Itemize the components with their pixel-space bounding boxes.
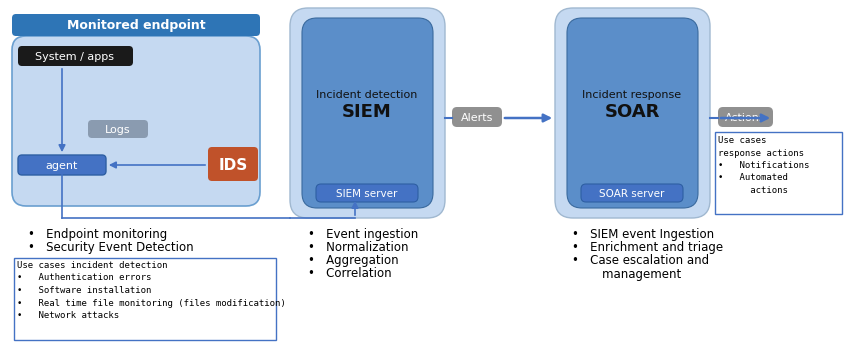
Text: Incident response: Incident response — [582, 90, 682, 100]
FancyBboxPatch shape — [581, 184, 683, 202]
Text: •   Enrichment and triage: • Enrichment and triage — [572, 241, 723, 254]
FancyBboxPatch shape — [452, 107, 502, 127]
FancyBboxPatch shape — [718, 107, 773, 127]
Text: •   Normalization: • Normalization — [308, 241, 409, 254]
FancyBboxPatch shape — [12, 14, 260, 36]
Text: •   Case escalation and: • Case escalation and — [572, 254, 709, 267]
Text: •   Aggregation: • Aggregation — [308, 254, 399, 267]
Text: Use cases incident detection
•   Authentication errors
•   Software installation: Use cases incident detection • Authentic… — [17, 261, 286, 320]
FancyBboxPatch shape — [316, 184, 418, 202]
FancyBboxPatch shape — [555, 8, 710, 218]
FancyBboxPatch shape — [12, 36, 260, 206]
Text: Actions: Actions — [725, 113, 765, 123]
Text: System / apps: System / apps — [36, 52, 115, 62]
FancyBboxPatch shape — [302, 18, 433, 208]
Bar — [715, 132, 842, 214]
Bar — [14, 258, 276, 340]
Text: •   SIEM event Ingestion: • SIEM event Ingestion — [572, 228, 714, 241]
FancyBboxPatch shape — [18, 46, 133, 66]
Text: Monitored endpoint: Monitored endpoint — [66, 20, 206, 32]
Text: Logs: Logs — [105, 125, 131, 135]
Text: •   Correlation: • Correlation — [308, 267, 392, 280]
FancyBboxPatch shape — [88, 120, 148, 138]
Text: SIEM server: SIEM server — [337, 189, 398, 199]
Text: IDS: IDS — [218, 157, 247, 172]
FancyBboxPatch shape — [290, 8, 445, 218]
Text: Alerts: Alerts — [461, 113, 493, 123]
Text: •   Security Event Detection: • Security Event Detection — [28, 241, 194, 254]
FancyBboxPatch shape — [567, 18, 698, 208]
Text: SOAR: SOAR — [604, 103, 660, 121]
Text: •   Endpoint monitoring: • Endpoint monitoring — [28, 228, 167, 241]
Text: SIEM: SIEM — [342, 103, 392, 121]
Text: management: management — [572, 268, 681, 281]
FancyBboxPatch shape — [208, 147, 258, 181]
Text: SOAR server: SOAR server — [599, 189, 665, 199]
Text: Use cases
response actions
•   Notifications
•   Automated
      actions: Use cases response actions • Notificatio… — [718, 136, 809, 195]
Text: Incident detection: Incident detection — [316, 90, 417, 100]
Text: •   Event ingestion: • Event ingestion — [308, 228, 418, 241]
Text: agent: agent — [46, 161, 78, 171]
FancyBboxPatch shape — [18, 155, 106, 175]
